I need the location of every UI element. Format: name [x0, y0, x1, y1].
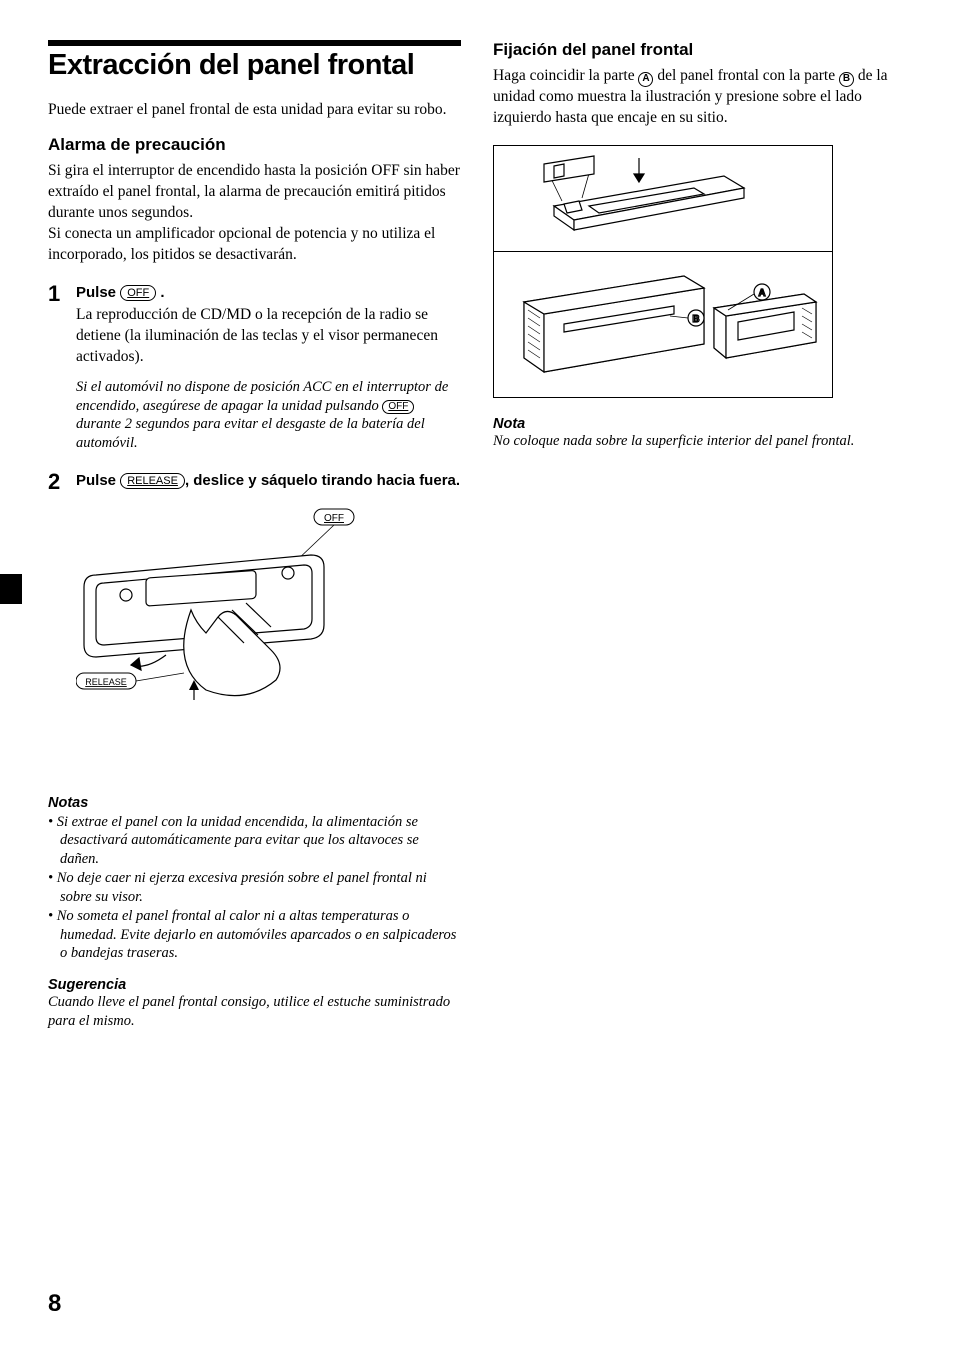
fig1-off-label: OFF — [324, 513, 344, 524]
nota-item-3: No someta el panel frontal al calor ni a… — [48, 907, 461, 964]
step-1-desc: La reproducción de CD/MD o la recepción … — [76, 305, 461, 368]
circled-a-inline: A — [638, 72, 653, 87]
step-1-note: Si el automóvil no dispone de posición A… — [76, 378, 461, 453]
two-column-layout: Extracción del panel frontal Puede extra… — [48, 40, 906, 1031]
right-heading: Fijación del panel frontal — [493, 40, 906, 60]
page-side-tab — [0, 574, 22, 604]
step-1-body: Pulse OFF . La reproducción de CD/MD o l… — [76, 283, 461, 453]
intro-text: Puede extraer el panel frontal de esta u… — [48, 100, 461, 121]
step-2-number: 2 — [48, 471, 66, 725]
notas-list: Si extrae el panel con la unidad encendi… — [48, 813, 461, 964]
step-2-title: Pulse RELEASE, deslice y sáquelo tirando… — [76, 471, 461, 491]
notas-section: Notas Si extrae el panel con la unidad e… — [48, 795, 461, 964]
figure-1-svg: OFF — [76, 505, 376, 705]
release-button-label: RELEASE — [120, 473, 185, 489]
figure-2-bottom: B — [494, 252, 832, 397]
left-column: Extracción del panel frontal Puede extra… — [48, 40, 461, 1031]
off-button-label: OFF — [120, 285, 156, 301]
figure-2-top-svg — [494, 146, 832, 246]
nota-item-2: No deje caer ni ejerza excesiva presión … — [48, 869, 461, 907]
fig2-label-a: A — [758, 288, 765, 299]
figure-2-top — [494, 146, 832, 252]
step-1: 1 Pulse OFF . La reproducción de CD/MD o… — [48, 283, 461, 453]
step-1-note-post: durante 2 segundos para evitar el desgas… — [76, 416, 425, 451]
notas-heading: Notas — [48, 795, 461, 811]
step-1-title-pre: Pulse — [76, 284, 120, 301]
circled-b-inline: B — [839, 72, 854, 87]
figure-2-bottom-svg: B — [494, 252, 832, 392]
right-paragraph: Haga coincidir la parte A del panel fron… — [493, 66, 906, 129]
nota-item-1: Si extrae el panel con la unidad encendi… — [48, 813, 461, 870]
step-2: 2 Pulse RELEASE, deslice y sáquelo tiran… — [48, 471, 461, 725]
figure-1: OFF — [76, 505, 461, 705]
sugerencia-heading: Sugerencia — [48, 977, 461, 993]
step-2-title-post: , deslice y sáquelo tirando hacia fuera. — [185, 472, 460, 489]
right-column: Fijación del panel frontal Haga coincidi… — [493, 40, 906, 1031]
step-1-title-post: . — [156, 284, 164, 301]
figure-2: B — [493, 145, 833, 398]
title-rule — [48, 40, 461, 46]
fig2-label-b: B — [692, 314, 699, 325]
right-nota-text: No coloque nada sobre la superficie inte… — [493, 432, 906, 451]
step-2-body: Pulse RELEASE, deslice y sáquelo tirando… — [76, 471, 461, 725]
right-p-pre: Haga coincidir la parte — [493, 67, 638, 84]
alarma-p2: Si conecta un amplificador opcional de p… — [48, 224, 461, 266]
fig1-release-label: RELEASE — [85, 677, 127, 687]
right-p-mid1: del panel frontal con la parte — [653, 67, 839, 84]
step-1-number: 1 — [48, 283, 66, 453]
step-2-title-pre: Pulse — [76, 472, 120, 489]
step-1-title: Pulse OFF . — [76, 283, 461, 303]
alarma-heading: Alarma de precaución — [48, 135, 461, 155]
main-title: Extracción del panel frontal — [48, 50, 461, 82]
alarma-p1: Si gira el interruptor de encendido hast… — [48, 161, 461, 224]
sugerencia-text: Cuando lleve el panel frontal consigo, u… — [48, 993, 461, 1031]
off-button-label-note: OFF — [382, 400, 414, 414]
page-number: 8 — [48, 1290, 61, 1318]
sugerencia-section: Sugerencia Cuando lleve el panel frontal… — [48, 977, 461, 1031]
right-nota-heading: Nota — [493, 416, 906, 432]
